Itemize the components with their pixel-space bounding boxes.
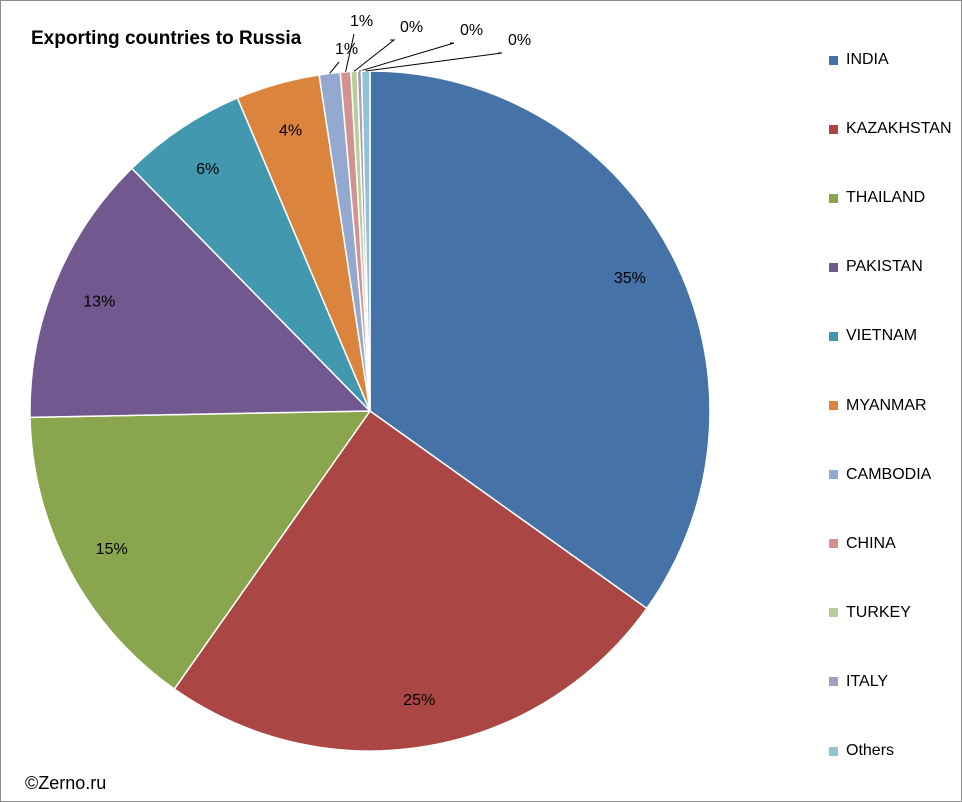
data-label-thailand: 15%	[96, 541, 128, 558]
legend-item-pakistan: PAKISTAN	[829, 256, 923, 278]
leader-line-cambodia	[329, 61, 340, 74]
legend-label: VIETNAM	[846, 327, 918, 345]
legend-swatch	[829, 331, 838, 341]
legend-label: THAILAND	[846, 189, 926, 207]
pie-slice-thailand	[29, 410, 372, 691]
legend-swatch	[829, 677, 838, 687]
legend-label: TURKEY	[846, 603, 911, 621]
leader-line-others	[365, 52, 503, 72]
data-label-pakistan: 13%	[83, 293, 115, 310]
legend-item-cambodia: CAMBODIA	[829, 464, 931, 486]
data-label-myanmar: 4%	[279, 123, 302, 140]
legend-label: CAMBODIA	[846, 465, 932, 483]
legend-item-others: Others	[829, 740, 894, 762]
legend-swatch	[829, 470, 838, 480]
leader-line-china	[345, 33, 355, 73]
data-label-kazakhstan: 25%	[403, 692, 435, 709]
data-label-cambodia: 1%	[335, 41, 358, 58]
legend-item-italy: ITALY	[829, 671, 888, 693]
legend-label: CHINA	[846, 534, 896, 552]
leader-line-italy	[359, 42, 455, 72]
legend-item-myanmar: MYANMAR	[829, 395, 927, 417]
legend-item-kazakhstan: KAZAKHSTAN	[829, 118, 952, 140]
legend-item-turkey: TURKEY	[829, 602, 911, 624]
data-label-vietnam: 6%	[196, 161, 219, 178]
data-label-others: 0%	[508, 32, 531, 49]
data-label-italy: 0%	[460, 22, 483, 39]
legend-item-china: CHINA	[829, 533, 896, 555]
data-label-india: 35%	[614, 270, 646, 287]
pie-slice-india	[369, 70, 711, 610]
pie-slice-pakistan	[29, 167, 372, 419]
legend-label: PAKISTAN	[846, 258, 923, 276]
legend-label: Others	[846, 742, 895, 759]
legend-swatch	[829, 401, 838, 410]
copyright-label: ©Zerno.ru	[25, 773, 107, 793]
pie-slice-kazakhstan	[173, 409, 648, 752]
legend-swatch	[829, 124, 838, 134]
legend-label: MYANMAR	[846, 396, 927, 414]
legend-label: ITALY	[846, 672, 889, 690]
leader-line-turkey	[353, 39, 396, 72]
legend-swatch	[829, 746, 838, 756]
legend-swatch	[829, 608, 838, 618]
legend-item-india: INDIA	[829, 49, 889, 71]
legend-item-vietnam: VIETNAM	[829, 325, 917, 347]
legend-swatch	[829, 193, 838, 203]
legend-swatch	[829, 539, 838, 549]
legend-label: KAZAKHSTAN	[846, 120, 952, 138]
chart-title: Exporting countries to Russia	[31, 28, 302, 49]
data-label-turkey: 0%	[400, 19, 423, 36]
pie-slice-vietnam	[130, 96, 371, 412]
legend-item-thailand: THAILAND	[829, 187, 925, 209]
legend-swatch	[829, 262, 838, 272]
legend-swatch	[829, 55, 838, 65]
legend-label: INDIA	[846, 51, 889, 68]
data-label-china: 1%	[350, 13, 373, 30]
